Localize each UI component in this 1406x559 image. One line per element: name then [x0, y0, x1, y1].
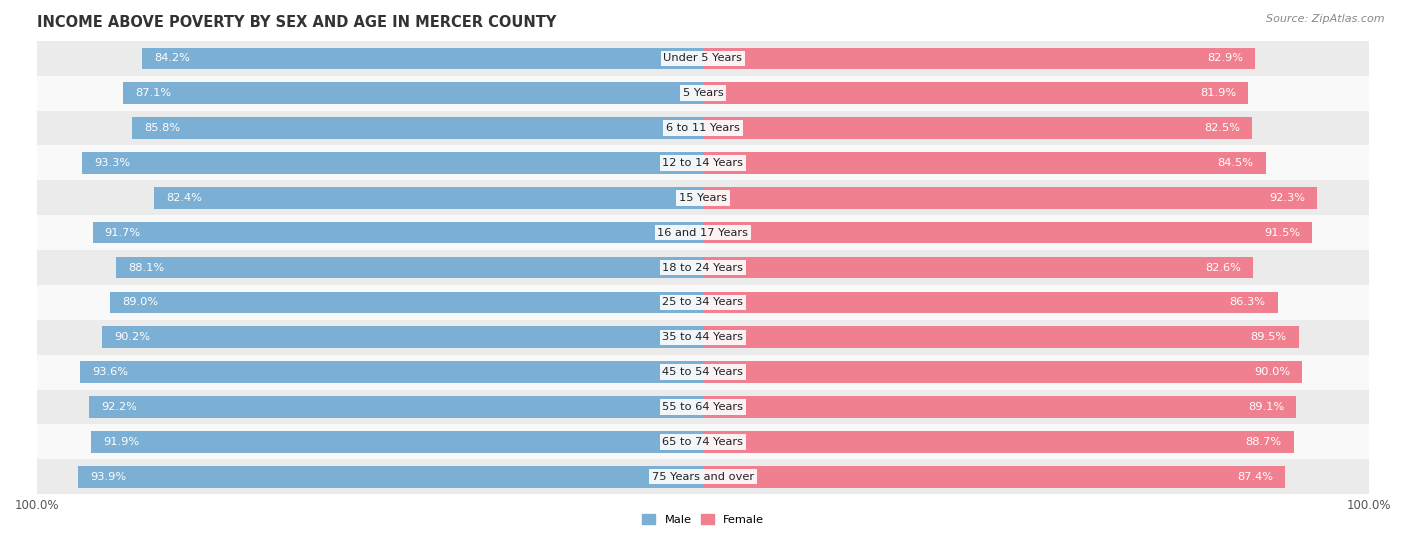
Text: 85.8%: 85.8%: [143, 123, 180, 133]
Text: 91.9%: 91.9%: [103, 437, 139, 447]
Text: 89.5%: 89.5%: [1251, 332, 1286, 342]
Text: 87.4%: 87.4%: [1237, 472, 1272, 482]
Bar: [111, 292, 703, 313]
Text: 93.6%: 93.6%: [91, 367, 128, 377]
Text: 82.9%: 82.9%: [1206, 53, 1243, 63]
Bar: [703, 82, 1249, 104]
Bar: [703, 257, 1253, 278]
Text: 15 Years: 15 Years: [679, 193, 727, 203]
Text: Under 5 Years: Under 5 Years: [664, 53, 742, 63]
Bar: [37, 145, 1369, 181]
Bar: [82, 152, 703, 174]
Text: 92.3%: 92.3%: [1270, 193, 1306, 203]
Text: 91.7%: 91.7%: [104, 228, 141, 238]
Bar: [703, 292, 1278, 313]
Text: 90.0%: 90.0%: [1254, 367, 1291, 377]
Text: 75 Years and over: 75 Years and over: [652, 472, 754, 482]
Bar: [703, 152, 1265, 174]
Text: 93.9%: 93.9%: [90, 472, 127, 482]
Text: 12 to 14 Years: 12 to 14 Years: [662, 158, 744, 168]
Bar: [89, 396, 703, 418]
Bar: [117, 257, 703, 278]
Text: 86.3%: 86.3%: [1230, 297, 1265, 307]
Bar: [37, 111, 1369, 145]
Bar: [37, 320, 1369, 355]
Bar: [91, 431, 703, 453]
Legend: Male, Female: Male, Female: [637, 509, 769, 529]
Bar: [703, 361, 1302, 383]
Text: 25 to 34 Years: 25 to 34 Years: [662, 297, 744, 307]
Text: 35 to 44 Years: 35 to 44 Years: [662, 332, 744, 342]
Bar: [703, 431, 1294, 453]
Bar: [703, 326, 1299, 348]
Bar: [37, 424, 1369, 459]
Text: 84.5%: 84.5%: [1218, 158, 1254, 168]
Text: 88.1%: 88.1%: [128, 263, 165, 273]
Bar: [37, 355, 1369, 390]
Bar: [37, 459, 1369, 494]
Text: 90.2%: 90.2%: [114, 332, 150, 342]
Bar: [103, 326, 703, 348]
Bar: [37, 181, 1369, 215]
Text: 87.1%: 87.1%: [135, 88, 172, 98]
Bar: [703, 117, 1253, 139]
Text: Source: ZipAtlas.com: Source: ZipAtlas.com: [1267, 14, 1385, 24]
Bar: [77, 466, 703, 487]
Text: 18 to 24 Years: 18 to 24 Years: [662, 263, 744, 273]
Text: 84.2%: 84.2%: [155, 53, 190, 63]
Bar: [37, 41, 1369, 76]
Text: 82.4%: 82.4%: [166, 193, 202, 203]
Bar: [703, 48, 1256, 69]
Bar: [37, 76, 1369, 111]
Bar: [37, 250, 1369, 285]
Bar: [155, 187, 703, 209]
Text: 82.5%: 82.5%: [1205, 123, 1240, 133]
Bar: [80, 361, 703, 383]
Bar: [703, 222, 1312, 244]
Text: INCOME ABOVE POVERTY BY SEX AND AGE IN MERCER COUNTY: INCOME ABOVE POVERTY BY SEX AND AGE IN M…: [37, 15, 557, 30]
Text: 88.7%: 88.7%: [1246, 437, 1281, 447]
Text: 93.3%: 93.3%: [94, 158, 129, 168]
Bar: [703, 396, 1296, 418]
Text: 6 to 11 Years: 6 to 11 Years: [666, 123, 740, 133]
Text: 91.5%: 91.5%: [1264, 228, 1301, 238]
Text: 65 to 74 Years: 65 to 74 Years: [662, 437, 744, 447]
Text: 92.2%: 92.2%: [101, 402, 136, 412]
Text: 82.6%: 82.6%: [1205, 263, 1241, 273]
Text: 55 to 64 Years: 55 to 64 Years: [662, 402, 744, 412]
Text: 5 Years: 5 Years: [683, 88, 723, 98]
Text: 81.9%: 81.9%: [1201, 88, 1236, 98]
Text: 89.1%: 89.1%: [1249, 402, 1284, 412]
Bar: [37, 390, 1369, 424]
Bar: [124, 82, 703, 104]
Text: 89.0%: 89.0%: [122, 297, 159, 307]
Bar: [37, 215, 1369, 250]
Bar: [142, 48, 703, 69]
Bar: [132, 117, 703, 139]
Bar: [93, 222, 703, 244]
Bar: [703, 187, 1317, 209]
Text: 16 and 17 Years: 16 and 17 Years: [658, 228, 748, 238]
Bar: [37, 285, 1369, 320]
Text: 45 to 54 Years: 45 to 54 Years: [662, 367, 744, 377]
Bar: [703, 466, 1285, 487]
